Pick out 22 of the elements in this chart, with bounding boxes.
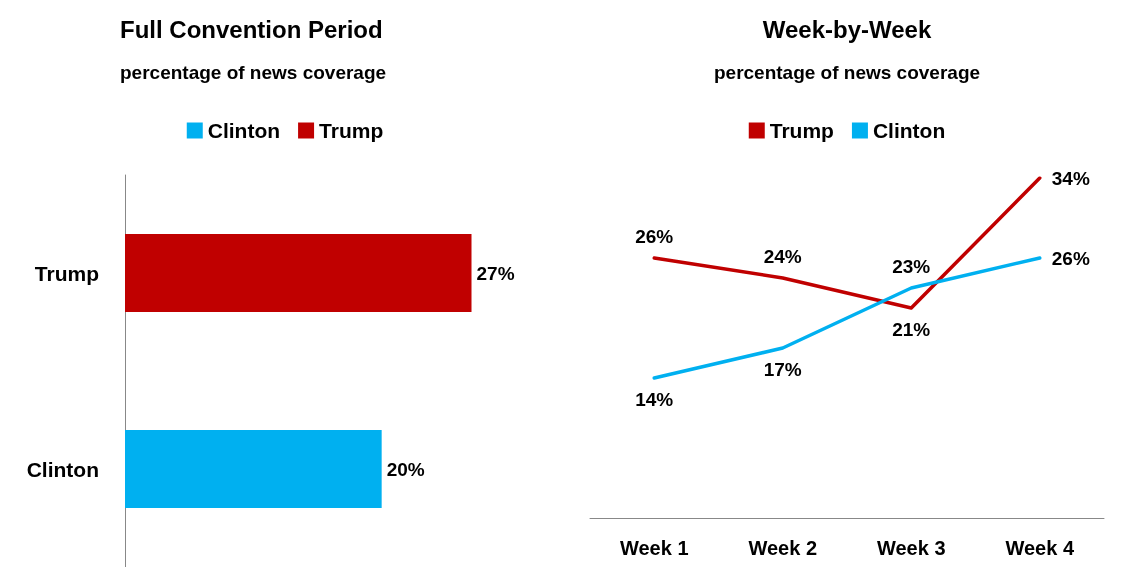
data-label: 14% xyxy=(635,389,674,410)
chart-title: Full Convention Period xyxy=(120,15,383,43)
data-label: 23% xyxy=(892,256,931,277)
data-label: 21% xyxy=(892,319,931,340)
data-label: 20% xyxy=(386,458,425,480)
x-tick-label: Week 2 xyxy=(748,537,818,559)
data-label: 24% xyxy=(763,246,802,267)
legend-label: Clinton xyxy=(207,119,281,142)
data-label: 26% xyxy=(1051,247,1090,269)
legend-label: Clinton xyxy=(872,119,946,142)
data-label: 34% xyxy=(1051,167,1090,189)
x-tick-label: Week 3 xyxy=(876,537,946,559)
chart-title: Week-by-Week xyxy=(762,15,932,43)
x-tick-label: Week 4 xyxy=(1005,537,1075,559)
legend-label: Trump xyxy=(769,119,834,142)
data-label: 17% xyxy=(763,359,802,380)
data-label: 27% xyxy=(476,262,515,284)
x-tick-label: Week 1 xyxy=(619,537,689,559)
legend-label: Trump xyxy=(319,119,384,142)
chart-subtitle: percentage of news coverage xyxy=(120,62,387,83)
data-label: 26% xyxy=(635,226,674,247)
chart-subtitle: percentage of news coverage xyxy=(713,62,981,83)
